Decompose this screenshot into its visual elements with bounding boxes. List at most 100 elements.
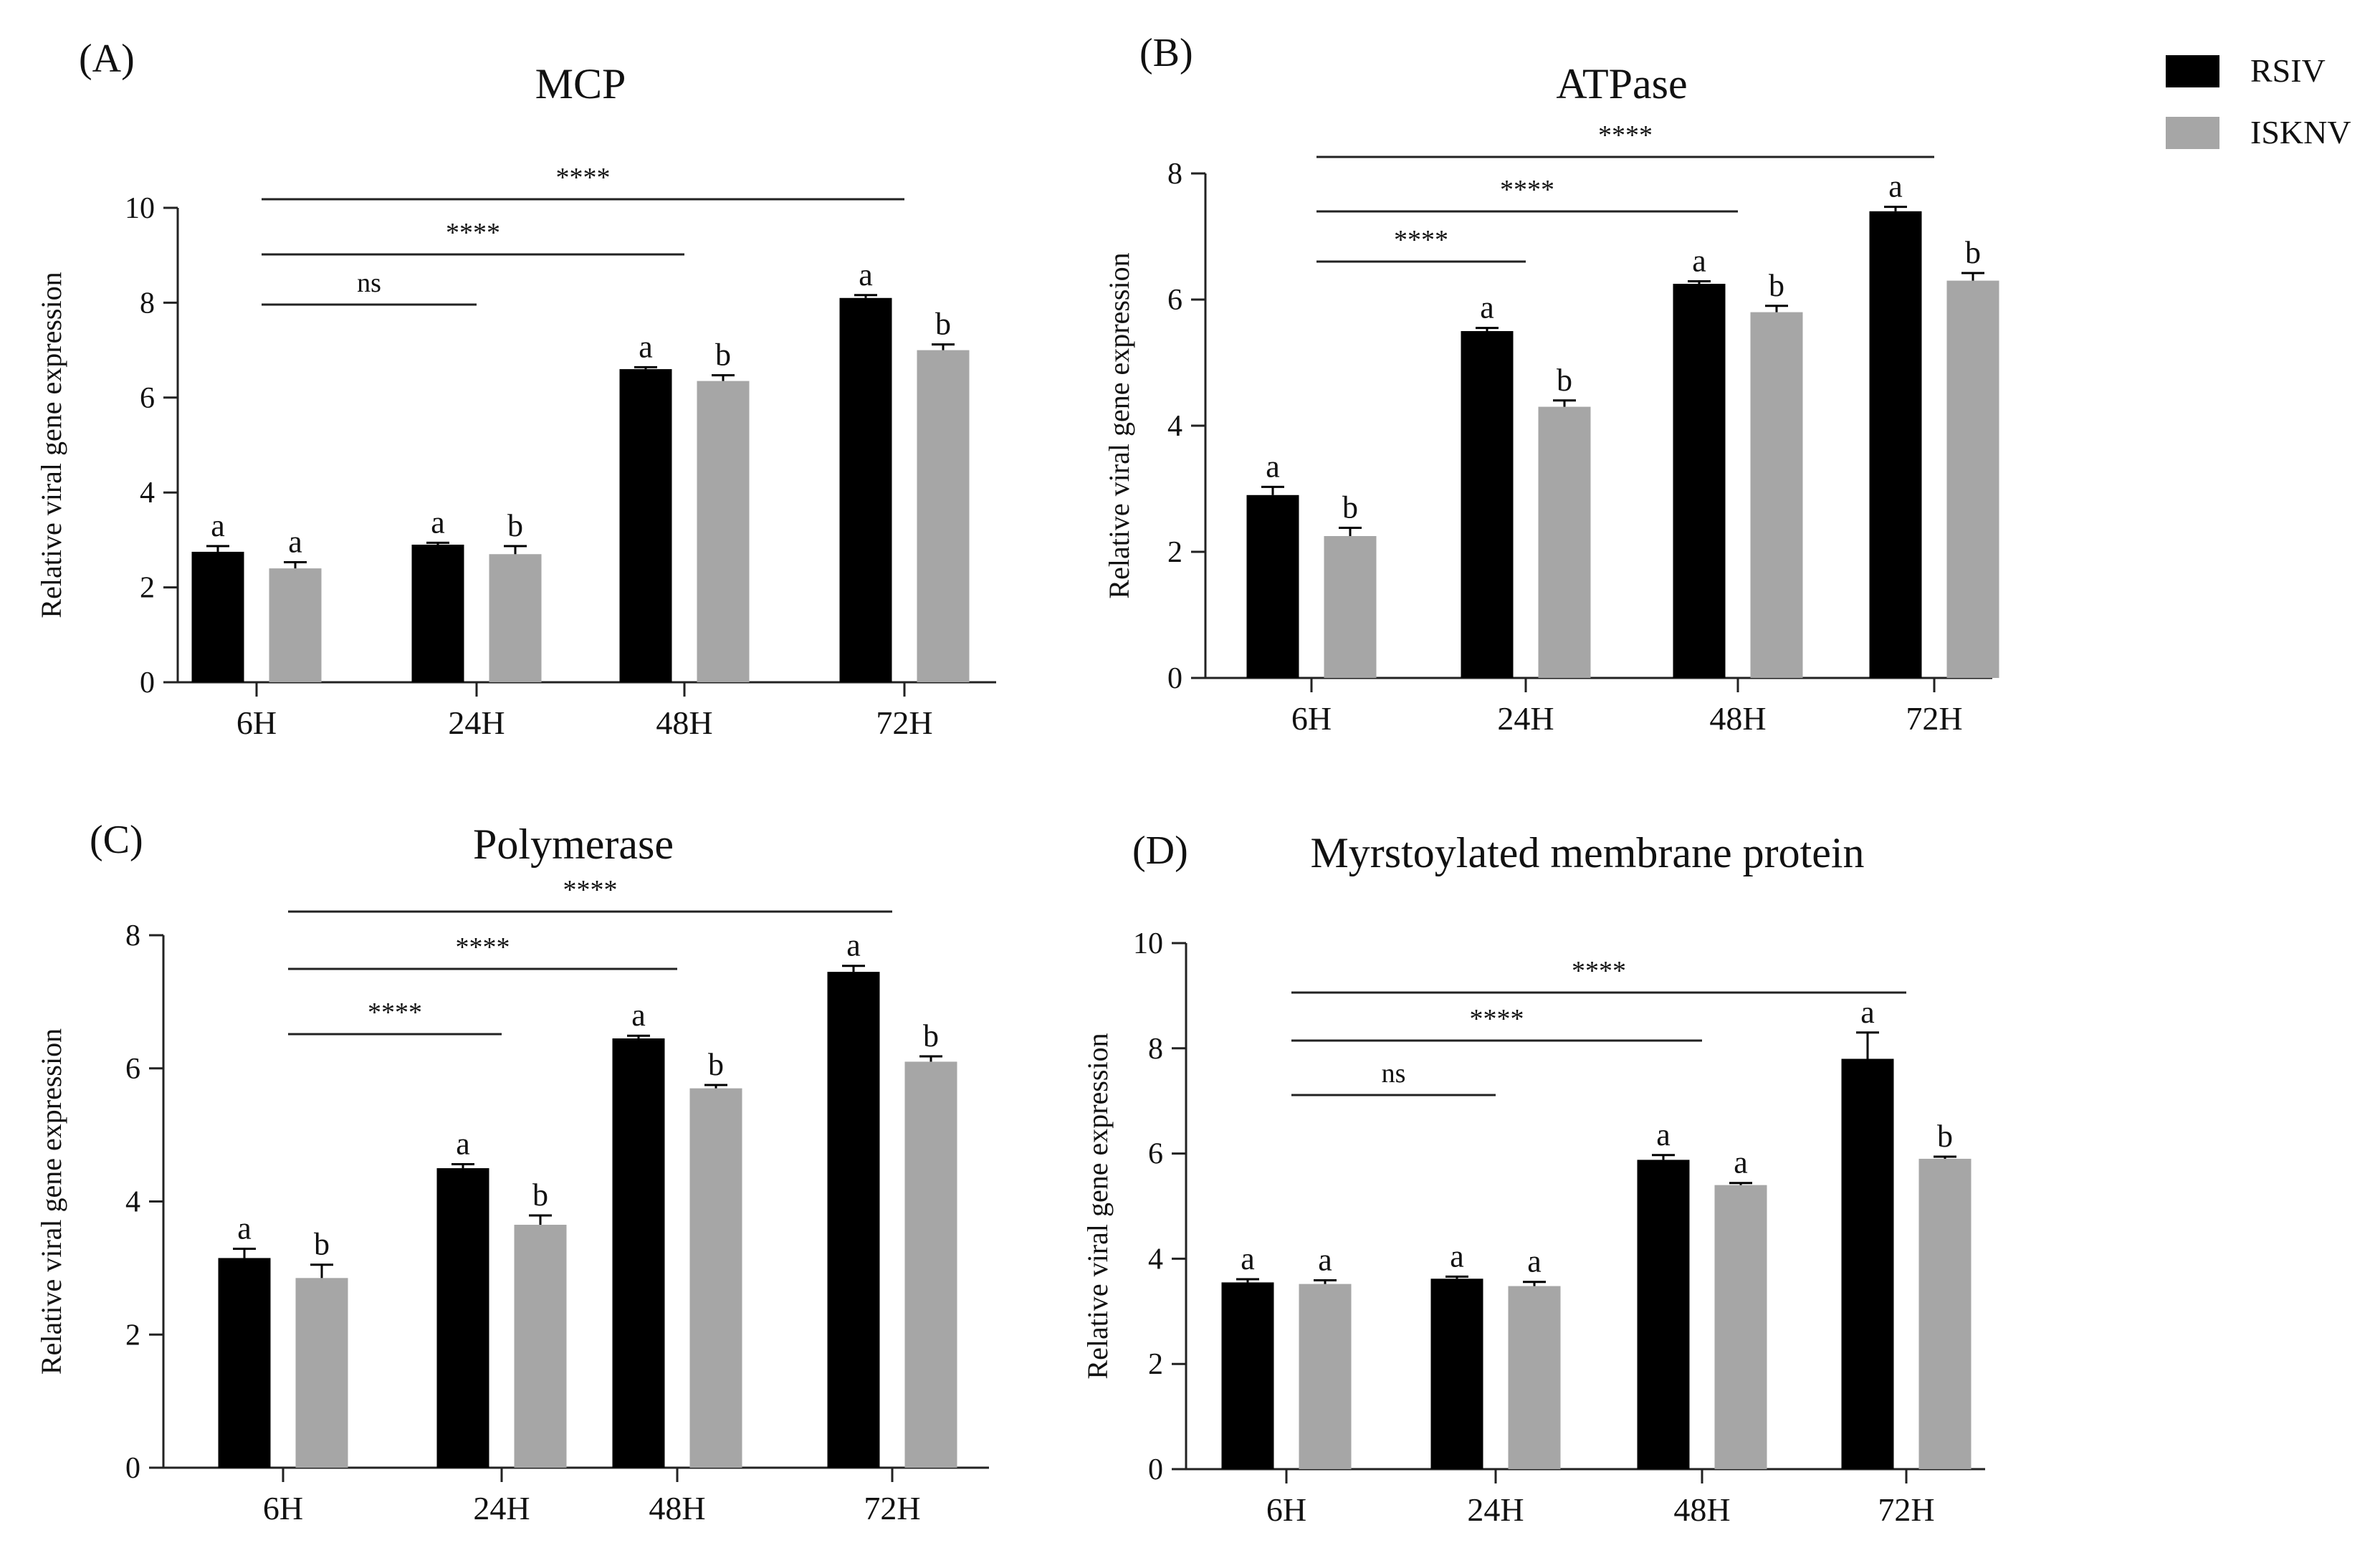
y-tick-label: 0 <box>140 666 155 699</box>
legend-label-rsiv: RSIV <box>2250 52 2326 89</box>
x-tick-label: 72H <box>1878 1491 1934 1528</box>
comparison-label: **** <box>1598 120 1653 150</box>
chart-panel-3: (C) Polymerase Relative viral gene express… <box>35 818 989 1526</box>
y-tick-label: 6 <box>1167 284 1182 317</box>
comparison-label: **** <box>563 875 618 905</box>
comparison-label: **** <box>1500 175 1554 205</box>
comparison-label: **** <box>446 218 500 248</box>
x-tick-label: 6H <box>1291 700 1332 737</box>
bar-rsiv-6h <box>191 551 244 682</box>
bar-isknv-6h <box>269 568 322 682</box>
y-tick-label: 10 <box>1133 927 1163 960</box>
bar-rsiv-6h <box>218 1258 271 1468</box>
bar-rsiv-24h <box>436 1168 489 1468</box>
bar-rsiv-72h <box>1841 1058 1894 1469</box>
y-tick-label: 0 <box>125 1452 140 1485</box>
significance-letter: a <box>631 998 646 1033</box>
bar-rsiv-48h <box>619 369 672 682</box>
significance-letter: a <box>1692 243 1706 278</box>
chart-title: Myrstoylated membrane protein <box>1310 829 1864 876</box>
significance-letter: b <box>1342 490 1358 525</box>
significance-letter: a <box>859 257 873 292</box>
y-tick-label: 4 <box>1148 1243 1163 1276</box>
legend: RSIV ISKNV <box>2166 52 2351 150</box>
y-tick-label: 6 <box>140 382 155 415</box>
significance-letter: b <box>923 1018 939 1053</box>
x-tick-label: 48H <box>649 1490 705 1526</box>
significance-letter: b <box>1557 363 1572 398</box>
significance-letter: b <box>532 1177 548 1213</box>
bar-rsiv-6h <box>1221 1282 1274 1469</box>
panel-label: (A) <box>79 37 135 81</box>
bar-rsiv-72h <box>827 972 880 1468</box>
significance-letter: a <box>1266 449 1280 484</box>
significance-letter: b <box>935 307 951 342</box>
significance-letter: a <box>1656 1117 1671 1152</box>
y-tick-label: 2 <box>140 572 155 605</box>
chart-title: ATPase <box>1556 60 1687 107</box>
comparison-label: **** <box>456 932 510 962</box>
x-tick-label: 6H <box>1266 1491 1306 1528</box>
bar-rsiv-48h <box>1673 284 1726 678</box>
significance-letter: b <box>507 508 523 543</box>
chart-title: MCP <box>535 60 626 107</box>
x-tick-label: 72H <box>876 704 932 741</box>
y-axis-label: Relative viral gene expression <box>1081 1033 1114 1379</box>
bar-isknv-48h <box>1714 1185 1767 1469</box>
legend-label-isknv: ISKNV <box>2250 114 2351 150</box>
y-tick-label: 2 <box>125 1319 140 1352</box>
chart-panel-1: (A) MCP Relative viral gene expression 0 2 4 6… <box>35 37 996 741</box>
y-tick-label: 8 <box>140 287 155 320</box>
bar-rsiv-6h <box>1246 494 1299 678</box>
y-tick-label: 2 <box>1148 1348 1163 1381</box>
bar-isknv-48h <box>689 1088 742 1468</box>
bar-isknv-6h <box>295 1278 348 1468</box>
bar-isknv-24h <box>1508 1286 1561 1469</box>
significance-letter: a <box>288 525 302 560</box>
x-tick-label: 24H <box>1467 1491 1524 1528</box>
bar-rsiv-72h <box>1869 211 1922 678</box>
y-tick-label: 8 <box>125 919 140 952</box>
panel-label: (B) <box>1139 31 1193 75</box>
x-tick-label: 6H <box>263 1490 303 1526</box>
chart-panel-4: (D) Myrstoylated membrane protein Relative… <box>1081 828 1985 1528</box>
panel-label: (C) <box>90 818 143 862</box>
significance-letter: a <box>1860 995 1875 1030</box>
y-axis-label: Relative viral gene expression <box>35 1028 67 1375</box>
bar-isknv-48h <box>697 381 750 682</box>
bar-isknv-72h <box>1918 1158 1972 1469</box>
bar-isknv-24h <box>489 554 542 682</box>
comparison-label: **** <box>1572 956 1626 986</box>
bar-isknv-72h <box>904 1061 957 1468</box>
bar-rsiv-24h <box>1461 331 1514 678</box>
y-tick-label: 4 <box>1167 410 1182 443</box>
significance-letter: b <box>314 1227 330 1262</box>
y-tick-label: 0 <box>1148 1453 1163 1486</box>
significance-letter: a <box>431 505 445 540</box>
significance-letter: b <box>1965 235 1981 270</box>
significance-letter: a <box>1241 1241 1255 1276</box>
bar-rsiv-48h <box>1637 1160 1690 1469</box>
legend-swatch-rsiv <box>2166 55 2219 87</box>
x-tick-label: 6H <box>236 704 277 741</box>
x-tick-label: 72H <box>1906 700 1962 737</box>
y-axis-label: Relative viral gene expression <box>1103 252 1135 598</box>
comparison-label: ns <box>357 268 381 298</box>
comparison-label: **** <box>368 998 422 1028</box>
x-tick-label: 24H <box>473 1490 530 1526</box>
significance-letter: a <box>1734 1145 1748 1180</box>
significance-letter: a <box>211 508 225 543</box>
y-tick-label: 8 <box>1167 158 1182 191</box>
significance-letter: a <box>846 928 861 963</box>
significance-letter: b <box>1769 268 1784 303</box>
chart-panel-2: (B) ATPase Relative viral gene expression 0… <box>1103 31 1999 737</box>
bar-isknv-24h <box>514 1225 567 1468</box>
bar-rsiv-72h <box>839 297 892 682</box>
bar-isknv-6h <box>1324 536 1377 678</box>
x-tick-label: 24H <box>448 704 505 741</box>
y-tick-label: 6 <box>125 1053 140 1086</box>
panel-label: (D) <box>1132 828 1188 873</box>
y-tick-label: 4 <box>140 477 155 510</box>
comparison-label: **** <box>556 163 611 193</box>
